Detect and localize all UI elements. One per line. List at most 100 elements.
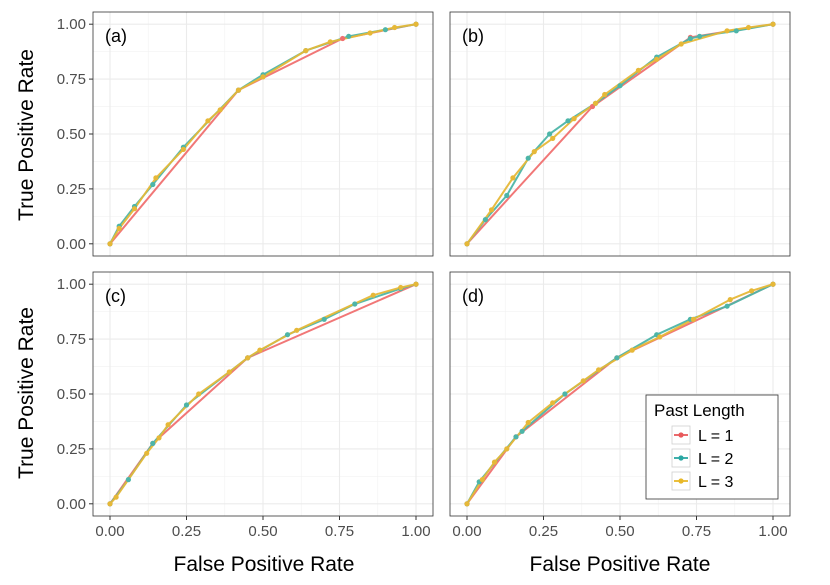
data-point-l3 bbox=[156, 435, 162, 441]
data-point-l2 bbox=[733, 28, 739, 34]
data-point-l3 bbox=[107, 501, 113, 507]
data-point-l3 bbox=[678, 41, 684, 47]
data-point-l3 bbox=[580, 378, 586, 384]
data-point-l3 bbox=[596, 367, 602, 373]
x-tick-label: 0.25 bbox=[172, 523, 201, 540]
data-point-l2 bbox=[150, 181, 156, 188]
data-point-l3 bbox=[245, 355, 251, 361]
data-point-l3 bbox=[327, 39, 333, 45]
data-point-l3 bbox=[690, 316, 697, 322]
panel-1: (b) bbox=[449, 11, 791, 257]
panel-border bbox=[449, 11, 791, 257]
panels-layer: (a) 0.00 0.25 0.50 0.75 1.00 (b) (c) 0.00 0.25 0.5… bbox=[57, 11, 791, 540]
y-tick-label: 0.50 bbox=[57, 126, 86, 143]
data-point-l3 bbox=[464, 241, 470, 247]
y-tick-label: 1.00 bbox=[57, 276, 86, 293]
data-point-l2 bbox=[562, 391, 568, 397]
data-point-l3 bbox=[629, 347, 635, 353]
data-point-l3 bbox=[226, 369, 232, 375]
data-point-l2 bbox=[321, 316, 327, 322]
data-point-l3 bbox=[165, 422, 171, 428]
data-point-l3 bbox=[635, 67, 642, 73]
data-point-l1 bbox=[340, 35, 346, 42]
x-tick-label: 0.75 bbox=[682, 523, 711, 540]
data-point-l3 bbox=[294, 327, 300, 333]
panel-label: (a) bbox=[105, 26, 127, 46]
data-point-l3 bbox=[260, 74, 266, 80]
data-point-l2 bbox=[504, 192, 510, 199]
legend-box bbox=[645, 394, 779, 500]
data-point-l3 bbox=[413, 21, 419, 27]
x-tick-label: 1.00 bbox=[758, 523, 787, 540]
data-point-l2 bbox=[697, 33, 703, 39]
data-point-l3 bbox=[180, 146, 186, 152]
x-tick-label: 0.50 bbox=[248, 523, 277, 540]
data-point-l3 bbox=[770, 281, 776, 287]
data-point-l3 bbox=[116, 225, 122, 231]
data-point-l3 bbox=[749, 288, 755, 294]
data-point-l2 bbox=[565, 118, 571, 124]
data-point-l3 bbox=[196, 391, 202, 397]
data-point-l3 bbox=[107, 241, 113, 247]
y-tick-label: 0.75 bbox=[57, 331, 86, 348]
data-point-l3 bbox=[745, 24, 752, 31]
data-point-l3 bbox=[488, 207, 495, 213]
legend-label: L = 1 bbox=[698, 428, 734, 445]
data-point-l2 bbox=[547, 131, 553, 137]
data-point-l3 bbox=[510, 175, 516, 181]
panel-label: (c) bbox=[105, 286, 126, 306]
data-point-l2 bbox=[687, 35, 694, 42]
data-point-l3 bbox=[770, 21, 776, 27]
data-point-l3 bbox=[479, 477, 485, 483]
data-point-l3 bbox=[531, 149, 537, 155]
panel-2: (c) 0.00 0.25 0.50 0.75 1.00 0.00 0.25 0.50 0.75 1… bbox=[57, 271, 434, 540]
data-point-l3 bbox=[113, 494, 119, 500]
y-tick-label: 0.25 bbox=[57, 441, 86, 458]
x-tick-label: 0.25 bbox=[529, 523, 558, 540]
data-point-l3 bbox=[217, 107, 223, 113]
data-point-l2 bbox=[284, 332, 291, 338]
series-line-3 bbox=[109, 23, 417, 245]
data-point-l3 bbox=[131, 206, 138, 212]
series-line-3 bbox=[466, 23, 774, 245]
data-point-l2 bbox=[513, 434, 519, 440]
data-point-l3 bbox=[602, 91, 608, 98]
x-tick-label: 1.00 bbox=[401, 523, 430, 540]
data-point-l2 bbox=[525, 155, 531, 161]
legend-key-point bbox=[678, 432, 684, 438]
data-point-l3 bbox=[550, 400, 556, 406]
data-point-l3 bbox=[464, 501, 470, 507]
y-tick-label: 0.25 bbox=[57, 181, 86, 198]
data-point-l2 bbox=[346, 33, 352, 39]
data-point-l3 bbox=[727, 297, 733, 303]
data-point-l3 bbox=[504, 446, 510, 452]
x-axis-title-left: False Positive Rate bbox=[174, 553, 355, 576]
legend-label: L = 3 bbox=[698, 474, 734, 491]
data-point-l3 bbox=[205, 118, 211, 124]
data-point-l3 bbox=[370, 292, 376, 298]
data-point-l3 bbox=[367, 30, 373, 36]
data-point-l3 bbox=[724, 28, 730, 34]
legend-label: L = 2 bbox=[698, 451, 734, 468]
legend-title: Past Length bbox=[654, 401, 745, 420]
data-point-l3 bbox=[257, 347, 263, 353]
data-point-l2 bbox=[183, 402, 190, 408]
data-point-l2 bbox=[352, 301, 358, 307]
data-point-l3 bbox=[657, 334, 663, 340]
y-tick-label: 0.00 bbox=[57, 236, 86, 253]
data-point-l3 bbox=[654, 56, 660, 62]
data-point-l3 bbox=[525, 419, 531, 426]
y-tick-label: 0.50 bbox=[57, 386, 86, 403]
x-tick-label: 0.75 bbox=[325, 523, 354, 540]
data-point-l2 bbox=[150, 440, 156, 446]
data-point-l3 bbox=[550, 135, 556, 141]
data-point-l3 bbox=[398, 284, 404, 291]
data-point-l3 bbox=[153, 175, 159, 181]
panel-label: (d) bbox=[462, 286, 484, 306]
x-axis-title-right: False Positive Rate bbox=[530, 553, 711, 576]
data-point-l2 bbox=[614, 355, 620, 361]
data-point-l2 bbox=[125, 477, 131, 483]
data-point-l3 bbox=[491, 459, 498, 465]
x-tick-label: 0.00 bbox=[95, 523, 124, 540]
y-tick-label: 1.00 bbox=[57, 16, 86, 33]
